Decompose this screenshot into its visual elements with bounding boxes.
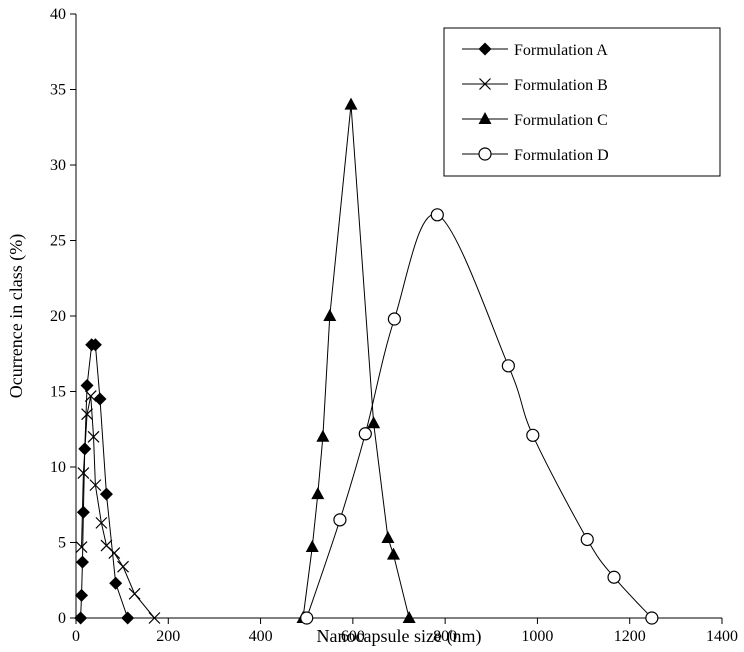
series-line [81,395,155,619]
x-tick-label: 1400 [706,628,738,645]
data-point [344,97,358,110]
data-point [148,612,161,624]
y-tick-label: 25 [50,233,66,250]
data-point [580,532,594,547]
legend-label: Formulation A [514,42,608,59]
x-tick-label: 1200 [614,628,646,645]
data-point [81,408,93,421]
legend-label: Formulation D [514,147,609,164]
y-tick-label: 5 [58,535,66,552]
data-point [501,359,515,373]
x-tick-label: 200 [156,628,180,645]
data-point [607,570,621,584]
data-point [300,611,314,625]
data-point [358,427,372,441]
data-point [77,467,90,479]
y-tick-label: 40 [50,6,66,23]
data-point [430,208,444,222]
y-tick-label: 35 [50,82,66,99]
data-point [88,338,102,352]
x-tick-label: 0 [72,628,80,645]
data-point [75,588,89,602]
data-point [84,390,97,402]
y-tick-label: 10 [50,459,66,476]
legend: Formulation A Formulation B Formulation C F… [443,27,721,177]
y-tick-label: 15 [50,384,66,401]
x-tick-label: 800 [433,628,457,645]
x-axis-ticks: 0 200 400 600 800 1000 1200 1400 [72,618,738,645]
data-point [381,530,395,543]
x-tick-label: 600 [341,628,365,645]
y-axis-ticks: 0 5 10 15 20 25 30 35 40 [50,6,76,627]
data-point [316,429,330,442]
legend-item: Formulation B [462,77,608,94]
data-point [526,428,540,442]
legend-item: Formulation D [462,147,609,164]
series-layer [74,97,659,625]
data-point [311,487,325,500]
y-axis-title: Ocurrence in class (%) [6,234,27,398]
data-point [305,540,319,553]
data-point [323,309,337,321]
data-point [386,547,400,560]
series-line [306,214,653,619]
legend-label: Formulation B [514,77,608,94]
data-point [109,576,123,590]
series-formulation-c [296,97,416,623]
data-point [80,378,94,392]
series-formulation-b [75,390,161,624]
y-tick-label: 30 [50,157,66,174]
y-tick-label: 0 [58,610,66,627]
x-tick-label: 400 [249,628,273,645]
legend-label: Formulation C [514,112,608,129]
x-tick-label: 1000 [521,628,553,645]
series-formulation-d [300,208,659,625]
data-point [75,555,89,569]
data-point [87,430,100,443]
data-point [93,392,107,406]
legend-marker [478,42,492,56]
data-point [89,479,102,492]
legend-item: Formulation A [462,42,608,59]
legend-marker [478,147,492,161]
data-point [645,611,659,625]
data-point [117,560,129,573]
data-point [128,587,141,600]
data-point [121,611,135,625]
data-point [74,611,88,625]
data-point [402,611,416,623]
legend-marker [478,112,492,124]
y-tick-label: 20 [50,308,66,325]
data-point [99,487,113,501]
data-point [75,541,88,553]
data-point [333,513,347,527]
data-point [95,516,108,529]
plot-area: 0 200 400 600 800 1000 1200 1400 0 5 10 15 20 25 30 35… [50,6,738,645]
data-point [387,312,401,326]
data-point [76,505,90,519]
x-axis-title: Nanocapsule size (nm) [317,626,482,647]
series-formulation-a [74,338,135,625]
legend-item: Formulation C [462,112,608,129]
data-point [367,416,381,429]
legend-marker [479,78,491,90]
data-point [108,547,121,559]
series-line [302,104,410,619]
